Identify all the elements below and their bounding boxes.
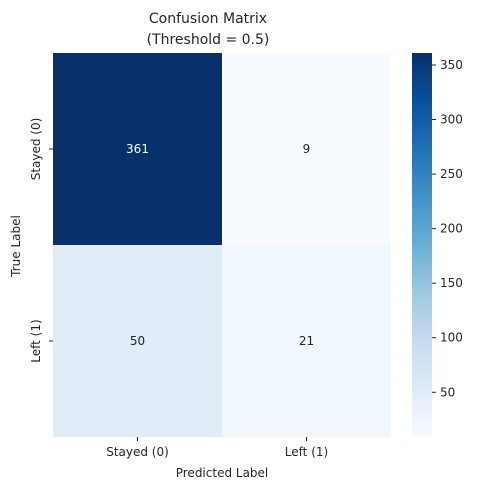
x-tick-label: Stayed (0) xyxy=(106,445,169,459)
colorbar xyxy=(412,53,432,437)
cell-value-label: 9 xyxy=(303,142,311,156)
colorbar-tick-label: 250 xyxy=(440,167,463,181)
heatmap-cell xyxy=(53,53,222,245)
colorbar-tick-label: 200 xyxy=(440,222,463,236)
y-axis-label: True Label xyxy=(9,215,23,278)
heatmap-cell xyxy=(53,245,222,437)
colorbar-tick-label: 50 xyxy=(440,385,455,399)
heatmap-cell xyxy=(222,245,391,437)
cell-value-label: 50 xyxy=(130,334,145,348)
heatmap-cells xyxy=(53,53,391,437)
cell-value-label: 21 xyxy=(299,334,314,348)
y-axis-ticks: Stayed (0) Left (1) xyxy=(29,118,53,363)
cell-annotations: 361 9 50 21 xyxy=(126,142,314,348)
cell-value-label: 361 xyxy=(126,142,149,156)
colorbar-tick-label: 350 xyxy=(440,58,463,72)
chart-title-line-1: Confusion Matrix xyxy=(149,11,267,27)
x-axis-label: Predicted Label xyxy=(176,466,269,480)
x-axis-ticks: Stayed (0) Left (1) xyxy=(106,437,328,459)
heatmap-cell xyxy=(222,53,391,245)
chart-title-line-2: (Threshold = 0.5) xyxy=(147,32,270,48)
colorbar-tick-label: 300 xyxy=(440,113,463,127)
colorbar-tick-label: 150 xyxy=(440,276,463,290)
colorbar-tick-label: 100 xyxy=(440,331,463,345)
x-tick-label: Left (1) xyxy=(285,445,328,459)
colorbar-ticks: 50 100 150 200 250 300 350 xyxy=(432,58,463,399)
y-tick-label: Stayed (0) xyxy=(29,118,43,181)
y-tick-label: Left (1) xyxy=(29,319,43,362)
